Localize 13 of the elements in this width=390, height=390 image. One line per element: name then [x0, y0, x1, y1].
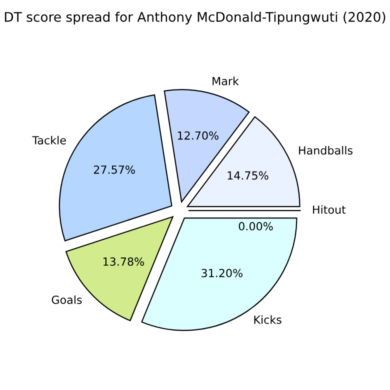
slice-label: Tackle [32, 136, 66, 144]
chart-title: DT score spread for Anthony McDonald-Tipungwuti (2020) [4, 12, 386, 24]
data-label: 27.57% [94, 165, 135, 174]
slice-label: Kicks [254, 315, 282, 324]
data-label: 13.78% [103, 257, 144, 266]
slice-label: Mark [212, 76, 239, 86]
data-label: 14.75% [228, 171, 268, 180]
slice-label: Goals [52, 295, 82, 304]
data-label: 12.70% [178, 131, 218, 140]
data-label: 31.20% [202, 268, 243, 278]
text: 0.00% [238, 222, 273, 230]
category-label: Hitout [313, 205, 346, 214]
slice-label: Handballs [299, 146, 352, 155]
